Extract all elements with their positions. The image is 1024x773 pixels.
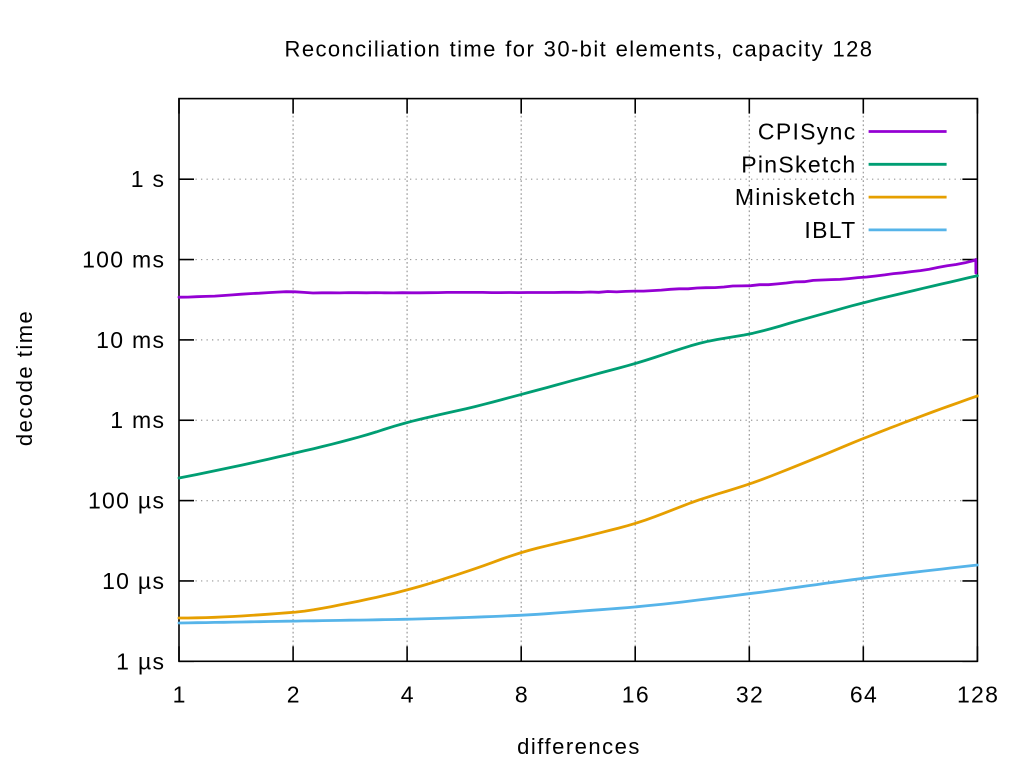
svg-text:1 s: 1 s	[131, 166, 166, 192]
svg-text:128: 128	[957, 682, 999, 708]
svg-text:10 µs: 10 µs	[102, 568, 165, 594]
svg-text:4: 4	[401, 682, 415, 708]
svg-text:2: 2	[287, 682, 301, 708]
svg-text:8: 8	[515, 682, 529, 708]
svg-text:32: 32	[736, 682, 764, 708]
svg-text:100 µs: 100 µs	[88, 488, 165, 514]
svg-text:PinSketch: PinSketch	[741, 151, 856, 177]
svg-text:1 µs: 1 µs	[116, 648, 165, 674]
svg-text:1: 1	[173, 682, 187, 708]
svg-text:decode time: decode time	[12, 310, 37, 446]
svg-text:Reconciliation time for 30-bit: Reconciliation time for 30-bit elements,…	[285, 37, 874, 62]
svg-text:10 ms: 10 ms	[96, 327, 165, 353]
svg-text:100 ms: 100 ms	[82, 247, 165, 273]
svg-text:1 ms: 1 ms	[110, 407, 165, 433]
svg-text:Minisketch: Minisketch	[735, 184, 857, 210]
svg-text:IBLT: IBLT	[804, 217, 856, 243]
svg-text:64: 64	[850, 682, 878, 708]
svg-text:differences: differences	[517, 734, 641, 759]
svg-text:CPISync: CPISync	[758, 119, 857, 145]
svg-text:16: 16	[622, 682, 650, 708]
